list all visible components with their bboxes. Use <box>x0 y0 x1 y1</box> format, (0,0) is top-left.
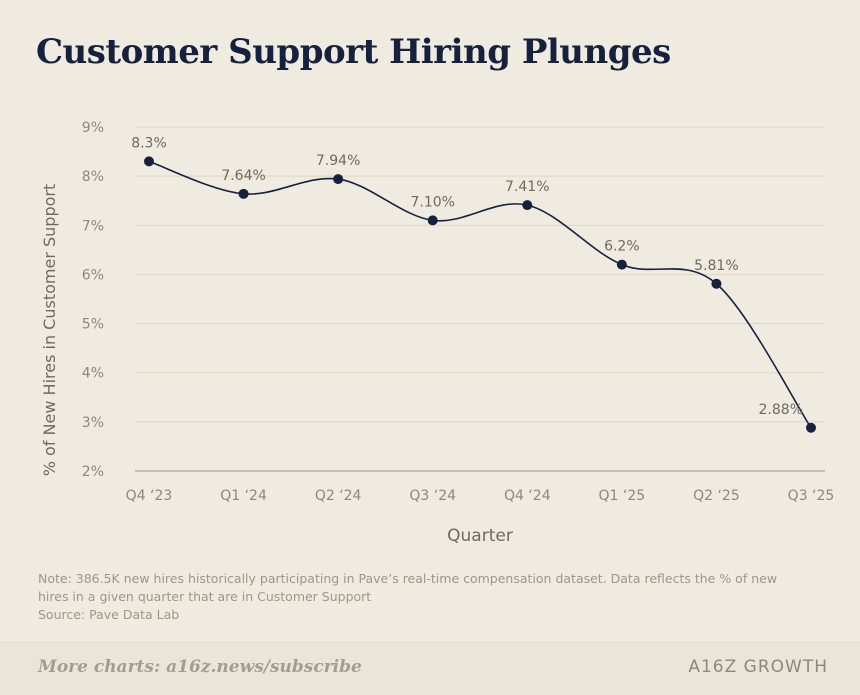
data-label: 7.94% <box>316 153 360 169</box>
source-line: Source: Pave Data Lab <box>38 607 180 622</box>
brand-logo: A16Z GROWTH <box>688 657 828 677</box>
note-line-2: hires in a given quarter that are in Cus… <box>38 589 372 604</box>
data-points <box>144 156 816 433</box>
x-tick-label: Q2 ‘24 <box>315 488 362 504</box>
data-point <box>144 156 154 167</box>
series-line <box>148 160 812 429</box>
x-tick-label: Q1 ‘24 <box>220 488 267 504</box>
data-label: 5.81% <box>694 258 738 274</box>
x-tick-label: Q4 ‘23 <box>126 488 173 504</box>
y-tick-label: 4% <box>82 366 104 382</box>
chart-note: Note: 386.5K new hires historically part… <box>38 570 828 624</box>
y-tick-label: 7% <box>82 218 104 234</box>
y-tick-label: 8% <box>82 169 104 185</box>
y-tick-label: 3% <box>82 415 104 431</box>
y-tick-labels: 2% 3% 4% 5% 6% 7% 8% 9% <box>82 120 104 480</box>
note-line-1: Note: 386.5K new hires historically part… <box>38 571 778 586</box>
x-tick-label: Q2 ‘25 <box>693 488 740 504</box>
x-tick-labels: Q4 ‘23 Q1 ‘24 Q2 ‘24 Q3 ‘24 Q4 ‘24 Q1 ‘25 Q2 ‘… <box>126 488 835 504</box>
x-tick-label: Q1 ‘25 <box>599 488 646 504</box>
data-point <box>711 278 722 289</box>
data-point <box>333 174 344 185</box>
y-tick-label: 2% <box>82 464 104 480</box>
data-labels: 8.3% 7.64% 7.94% 7.10% 7.41% 6.2% 5.81% 2.88% <box>131 135 803 417</box>
y-tick-label: 5% <box>82 317 104 333</box>
data-label: 7.64% <box>221 168 265 184</box>
data-label: 6.2% <box>604 239 640 255</box>
data-label: 7.10% <box>410 194 454 210</box>
gridlines <box>135 126 825 472</box>
x-tick-label: Q3 ‘24 <box>409 488 456 504</box>
footer-bar: More charts: a16z.news/subscribe A16Z GR… <box>0 642 860 695</box>
y-axis-label: % of New Hires in Customer Support <box>40 184 59 476</box>
data-point <box>427 215 438 226</box>
x-axis-label: Quarter <box>447 526 513 546</box>
data-label: 7.41% <box>505 179 549 195</box>
data-point <box>616 259 627 270</box>
data-label: 2.88% <box>759 402 803 418</box>
data-point <box>522 200 533 211</box>
data-point <box>238 188 249 199</box>
data-label: 8.3% <box>131 135 167 151</box>
x-tick-label: Q4 ‘24 <box>504 488 551 504</box>
data-point <box>806 422 816 433</box>
y-tick-label: 6% <box>82 267 104 283</box>
subscribe-link[interactable]: More charts: a16z.news/subscribe <box>38 657 362 677</box>
y-tick-label: 9% <box>82 120 104 136</box>
chart-title: Customer Support Hiring Plunges <box>36 32 671 72</box>
line-chart: 2% 3% 4% 5% 6% 7% 8% 9% Q4 ‘23 Q1 ‘24 Q2 ‘24 Q3 ‘2… <box>40 120 835 546</box>
x-tick-label: Q3 ‘25 <box>788 488 835 504</box>
